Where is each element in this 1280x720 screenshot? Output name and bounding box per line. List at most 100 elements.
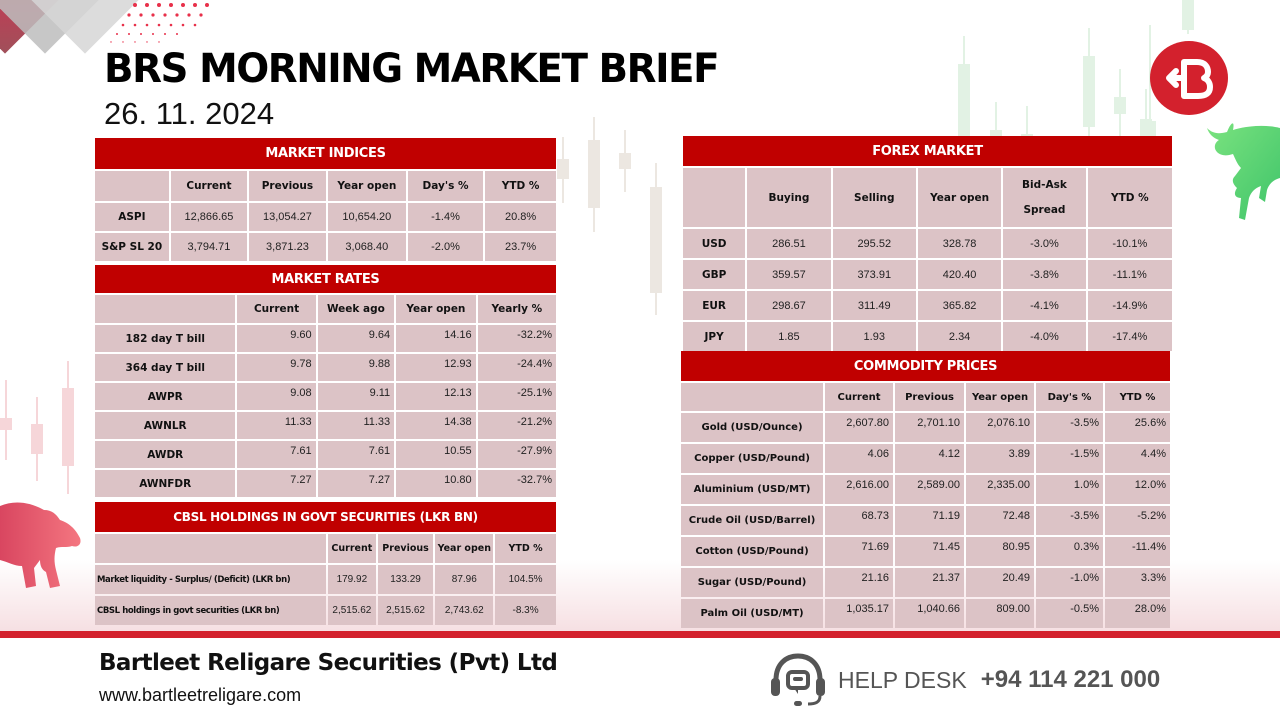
table-row: JPY 1.85 1.93 2.34 -4.0% -17.4% [683,322,1172,351]
cell-value: 11.33 [237,412,316,439]
column-header: Week ago [317,295,395,323]
dot-pattern-decoration [110,3,209,43]
cell-value: 9.78 [237,354,316,381]
row-label: Sugar (USD/Pound) [681,568,824,597]
cell-value: 365.82 [917,291,1002,320]
column-header: Year open [396,295,476,323]
row-label: Copper (USD/Pound) [681,444,824,473]
market-rates-title: MARKET RATES [95,265,556,293]
cell-value: 2.34 [917,322,1002,351]
cell-value: -21.2% [477,412,556,439]
cell-value: -3.8% [1003,260,1086,289]
cell-value: 72.48 [966,506,1035,535]
cell-value: 2,589.00 [895,475,965,504]
brs-logo-icon [1150,41,1228,115]
table-row: Gold (USD/Ounce) 2,607.80 2,701.10 2,076… [681,413,1170,442]
column-header: Bid-Ask Spread [1003,168,1086,227]
table-row: AWPR 9.08 9.11 12.13 -25.1% [95,383,556,410]
column-header: YTD % [485,171,556,201]
table-row: ASPI 12,866.65 13,054.27 10,654.20 -1.4%… [95,203,556,231]
row-label: AWPR [95,383,236,410]
table-row: CBSL holdings in govt securities (LKR bn… [95,596,556,625]
table-row: AWDR 7.61 7.61 10.55 -27.9% [95,441,556,468]
cell-value: 3.3% [1105,568,1170,597]
market-indices-table: MARKET INDICES Current Previous Year ope… [93,136,558,263]
column-header: Day's % [1036,383,1103,411]
column-header: Yearly % [477,295,556,323]
column-header: Selling [832,168,916,227]
table-row: 364 day T bill 9.78 9.88 12.93 -24.4% [95,354,556,381]
row-label: Crude Oil (USD/Barrel) [681,506,824,535]
cell-value: 21.16 [825,568,894,597]
cell-value: 80.95 [966,537,1035,566]
cell-value: 10.55 [396,441,476,468]
cell-value: 9.88 [317,354,395,381]
cell-value: 21.37 [895,568,965,597]
cell-value: 2,607.80 [825,413,894,442]
cell-value: -25.1% [477,383,556,410]
cell-value: -32.7% [477,470,556,497]
row-label: AWNFDR [95,470,236,497]
helpdesk-phone[interactable]: +94 114 221 000 [980,666,1161,693]
cell-value: 4.06 [825,444,894,473]
table-row: 182 day T bill 9.60 9.64 14.16 -32.2% [95,325,556,352]
cell-value: -3.5% [1036,506,1103,535]
footer-divider [0,631,1280,638]
cell-value: 20.8% [485,203,556,231]
column-header: Year open [435,534,494,563]
cell-value: 133.29 [377,565,434,594]
table-row: EUR 298.67 311.49 365.82 -4.1% -14.9% [683,291,1172,320]
column-header [95,171,169,201]
table-row: Aluminium (USD/MT) 2,616.00 2,589.00 2,3… [681,475,1170,504]
table-row: S&P SL 20 3,794.71 3,871.23 3,068.40 -2.… [95,233,556,261]
cell-value: 9.11 [317,383,395,410]
website-link[interactable]: www.bartleetreligare.com [99,685,302,705]
cell-value: 12.0% [1105,475,1170,504]
row-label: USD [683,229,746,258]
column-header: Current [237,295,316,323]
cell-value: 2,335.00 [966,475,1035,504]
table-row: Market liquidity - Surplus/ (Deficit) (L… [95,565,556,594]
cell-value: 13,054.27 [249,203,326,231]
cell-value: -8.3% [495,596,556,625]
cell-value: 23.7% [485,233,556,261]
table-row: AWNFDR 7.27 7.27 10.80 -32.7% [95,470,556,497]
cell-value: 359.57 [747,260,831,289]
cell-value: -1.0% [1036,568,1103,597]
cell-value: 3,871.23 [249,233,326,261]
cell-value: 7.61 [237,441,316,468]
cell-value: 68.73 [825,506,894,535]
company-name: Bartleet Religare Securities (Pvt) Ltd [99,650,558,676]
cell-value: 295.52 [832,229,916,258]
cbsl-holdings-title: CBSL HOLDINGS IN GOVT SECURITIES (LKR BN… [95,502,556,532]
helpdesk: HELP DESK +94 114 221 000 [768,650,1160,710]
cell-value: 0.3% [1036,537,1103,566]
cell-value: 12.13 [396,383,476,410]
cell-value: 2,701.10 [895,413,965,442]
column-header: Buying [747,168,831,227]
cell-value: 4.4% [1105,444,1170,473]
cell-value: 87.96 [435,565,494,594]
cell-value: -4.1% [1003,291,1086,320]
cell-value: -1.4% [407,203,484,231]
row-label: CBSL holdings in govt securities (LKR bn… [95,596,327,625]
cell-value: 286.51 [747,229,831,258]
cell-value: -27.9% [477,441,556,468]
cell-value: -24.4% [477,354,556,381]
column-header: Year open [327,171,406,201]
cell-value: 28.0% [1105,599,1170,628]
row-label: 364 day T bill [95,354,236,381]
cell-value: 2,515.62 [377,596,434,625]
cell-value: 12.93 [396,354,476,381]
row-label: Palm Oil (USD/MT) [681,599,824,628]
column-header: Year open [966,383,1035,411]
column-header: Previous [377,534,434,563]
column-header: YTD % [495,534,556,563]
cell-value: 1,040.66 [895,599,965,628]
cell-value: 373.91 [832,260,916,289]
forex-market-table: FOREX MARKET Buying Selling Year open Bi… [681,134,1174,353]
report-date: 26. 11. 2024 [104,96,275,131]
cell-value: 14.16 [396,325,476,352]
bull-icon [1207,123,1280,220]
cell-value: -0.5% [1036,599,1103,628]
